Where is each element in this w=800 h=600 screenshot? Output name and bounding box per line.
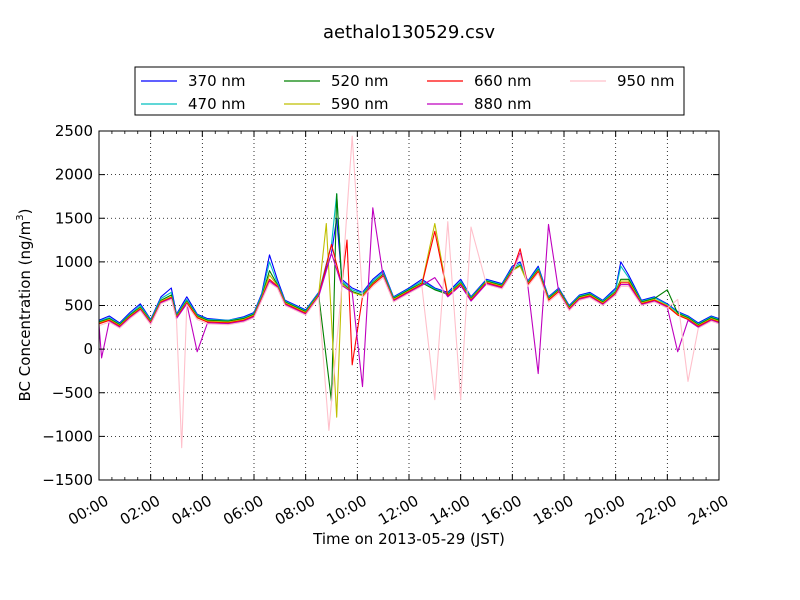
x-axis-title: Time on 2013-05-29 (JST) <box>312 530 505 548</box>
series-line-370-nm <box>98 217 720 324</box>
legend: 370 nm 470 nm 520 nm 590 nm 660 nm 880 nm 950 … <box>134 66 685 116</box>
y-axis-title-end: ) <box>16 209 34 215</box>
y-tick-label: 0 <box>83 340 93 358</box>
legend-label: 520 nm <box>331 72 389 90</box>
y-tick-label: 1000 <box>55 253 93 271</box>
legend-label: 590 nm <box>331 95 389 113</box>
y-tick-label: −1500 <box>42 471 93 489</box>
legend-label: 470 nm <box>188 95 246 113</box>
x-tick-label: 02:00 <box>117 492 163 529</box>
y-tick-label: 1500 <box>55 209 93 227</box>
y-axis-title-main: BC Concentration (ng/m <box>16 221 34 402</box>
y-tick-label: 2500 <box>55 122 93 140</box>
x-tick-label: 14:00 <box>427 492 473 529</box>
ticks: 00:00 02:00 04:00 06:00 08:00 10:00 12:00 14:00… <box>42 122 731 529</box>
chart-title: aethalo130529.csv <box>323 22 495 43</box>
series-line-950-nm <box>98 135 720 449</box>
legend-label: 950 nm <box>617 72 675 90</box>
x-tick-label: 12:00 <box>375 492 421 529</box>
x-tick-label: 04:00 <box>168 492 214 529</box>
x-tick-label: 08:00 <box>272 492 318 529</box>
y-axis-title: BC Concentration (ng/m3) <box>15 209 34 402</box>
series-line-520-nm <box>98 193 720 403</box>
x-tick-label: 20:00 <box>582 492 628 529</box>
series-line-660-nm <box>98 230 720 366</box>
y-tick-label: 2000 <box>55 166 93 184</box>
y-tick-label: 500 <box>64 297 93 315</box>
x-tick-label: 24:00 <box>685 492 731 529</box>
x-tick-label: 06:00 <box>220 492 266 529</box>
x-tick-label: 00:00 <box>65 492 111 529</box>
grid <box>99 131 719 480</box>
legend-label: 880 nm <box>474 95 532 113</box>
x-tick-label: 16:00 <box>478 492 524 529</box>
plot-lines <box>98 135 720 449</box>
legend-label: 370 nm <box>188 72 246 90</box>
series-line-590-nm <box>98 222 720 418</box>
series-line-880-nm <box>98 207 720 388</box>
y-tick-label: −1000 <box>42 427 93 445</box>
x-tick-label: 18:00 <box>530 492 576 529</box>
x-tick-label: 22:00 <box>633 492 679 529</box>
series-line-470-nm <box>98 193 720 325</box>
x-tick-label: 10:00 <box>323 492 369 529</box>
legend-label: 660 nm <box>474 72 532 90</box>
y-axis-title-sup: 3 <box>15 214 26 220</box>
y-tick-label: −500 <box>52 384 93 402</box>
